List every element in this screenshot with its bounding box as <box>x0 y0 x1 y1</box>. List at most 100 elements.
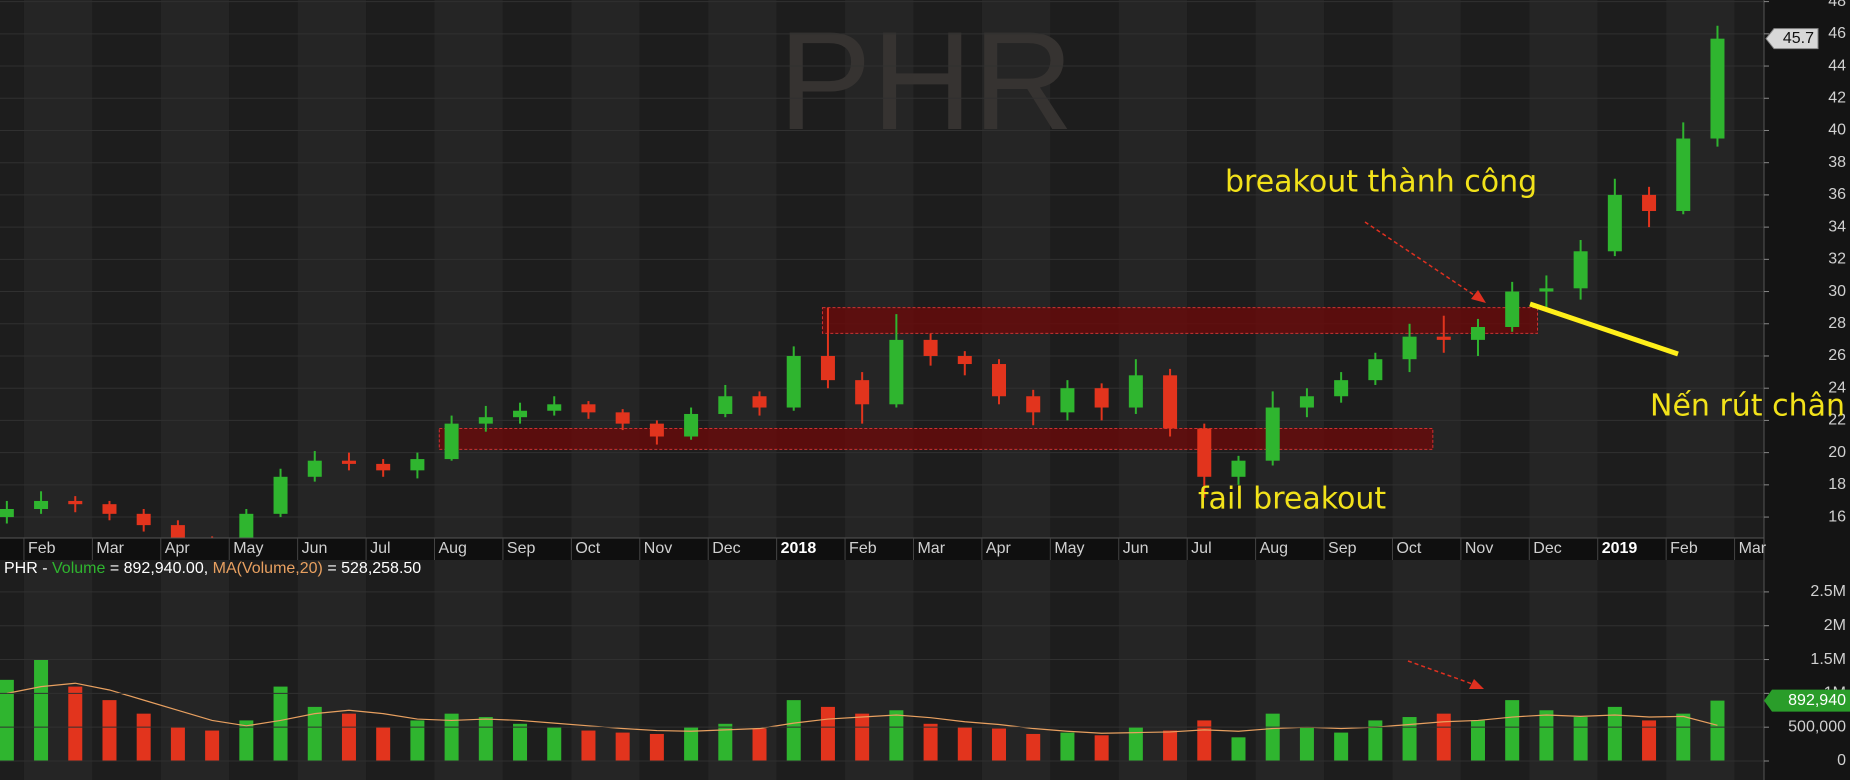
watermark-title: PHR <box>778 2 1074 159</box>
y-tick-label: 0 <box>1837 752 1846 769</box>
volume-bar <box>273 686 288 761</box>
x-tick-label: Jun <box>302 540 328 557</box>
y-tick-label: 28 <box>1828 315 1846 332</box>
candle-body <box>1026 396 1041 413</box>
x-tick-label: Feb <box>849 540 877 557</box>
y-tick-label: 2.5M <box>1810 583 1846 600</box>
candle-body <box>1436 336 1451 340</box>
arrow <box>1364 221 1481 300</box>
candle-body <box>615 412 630 424</box>
candle-body <box>820 355 835 381</box>
last-volume-box <box>1764 689 1850 712</box>
candle-body <box>1505 291 1520 327</box>
x-tick-label: Sep <box>1328 540 1357 557</box>
candle-body <box>0 509 14 518</box>
y-tick-label: 24 <box>1828 379 1846 396</box>
legend-part: PHR - <box>4 560 48 577</box>
month-band <box>639 0 709 780</box>
volume-bar <box>1368 720 1383 761</box>
candle-body <box>1470 326 1485 340</box>
volume-bar <box>170 727 185 761</box>
volume-bar <box>684 727 699 761</box>
x-tick-label: Feb <box>1670 540 1698 557</box>
y-tick-label: 26 <box>1828 347 1846 364</box>
month-band <box>571 0 640 780</box>
volume-bar <box>547 727 562 761</box>
annotation: Nến rút chân <box>1650 389 1845 424</box>
last-volume-label: 892,940 <box>1788 692 1846 709</box>
ma-line <box>6 682 1718 734</box>
volume-bar <box>68 686 83 761</box>
candle-body <box>273 476 288 514</box>
month-band <box>1187 0 1256 780</box>
x-tick-label: Apr <box>165 540 191 557</box>
date-axis-band <box>0 538 1764 560</box>
arrow <box>1407 660 1479 687</box>
arrow-head <box>1469 679 1484 689</box>
month-band <box>1255 0 1325 780</box>
candle-body <box>649 423 664 437</box>
candle-body <box>889 339 904 405</box>
volume-bar <box>855 713 870 761</box>
candle-body <box>376 463 391 471</box>
y-tick-label: 46 <box>1828 25 1846 42</box>
candle-body <box>239 513 254 538</box>
annotation: breakout thành công <box>1225 165 1537 200</box>
volume-legend: PHR - Volume = 892,940.00, MA(Volume,20)… <box>4 560 421 577</box>
highlight-line <box>1529 301 1679 357</box>
volume-bar <box>752 728 767 761</box>
month-band <box>229 0 298 780</box>
legend-part: Volume <box>52 560 105 577</box>
candle-body <box>1573 251 1588 289</box>
candle-body <box>34 500 49 510</box>
month-band <box>434 0 503 780</box>
candle-body <box>1710 38 1725 139</box>
volume-bar <box>341 713 356 761</box>
volume-bar <box>1231 737 1246 761</box>
volume-bar <box>1060 732 1075 761</box>
month-band <box>160 0 230 780</box>
candle-body <box>547 404 562 411</box>
candle-body <box>341 460 356 464</box>
candle-body <box>444 423 459 460</box>
volume-bar <box>1026 733 1041 761</box>
volume-bar <box>1197 720 1212 761</box>
y-tick-label: 40 <box>1828 122 1846 139</box>
legend-part: = 528,258.50 <box>327 560 421 577</box>
y-tick-label: 42 <box>1828 89 1846 106</box>
candle-body <box>1231 460 1246 477</box>
y-tick-label: 22 <box>1828 412 1846 429</box>
price-panel <box>0 1 1764 538</box>
volume-bar <box>718 723 733 761</box>
x-tick-label: Dec <box>712 540 740 557</box>
volume-bar <box>478 717 493 761</box>
month-band <box>1392 0 1461 780</box>
price-zone <box>438 427 1434 450</box>
y-tick-label: 44 <box>1828 57 1846 74</box>
candle-body <box>581 404 596 413</box>
candle-body <box>1402 336 1417 360</box>
volume-bar <box>923 723 938 761</box>
candle-body <box>1368 359 1383 381</box>
candle-body <box>410 459 425 471</box>
candle-body <box>684 413 699 437</box>
x-tick-label: Aug <box>1260 540 1288 557</box>
x-tick-label: Jun <box>1123 540 1149 557</box>
candle-body <box>1607 194 1622 252</box>
volume-bar <box>1710 700 1725 761</box>
volume-bar <box>581 730 596 761</box>
candle-body <box>752 396 767 408</box>
candle-body <box>1265 407 1280 461</box>
month-band <box>366 0 435 780</box>
price-zone <box>821 307 1539 334</box>
legend-part: MA(Volume,20) <box>213 560 323 577</box>
last-price-label: 45.7 <box>1783 30 1814 47</box>
volume-bar <box>513 723 528 761</box>
candle-body <box>170 525 185 538</box>
y-tick-label: 32 <box>1828 251 1846 268</box>
volume-bar <box>1334 732 1349 761</box>
x-tick-label: Oct <box>575 540 600 557</box>
volume-bar <box>444 713 459 761</box>
x-tick-label: Apr <box>986 540 1012 557</box>
y-tick-label: 34 <box>1828 218 1846 235</box>
